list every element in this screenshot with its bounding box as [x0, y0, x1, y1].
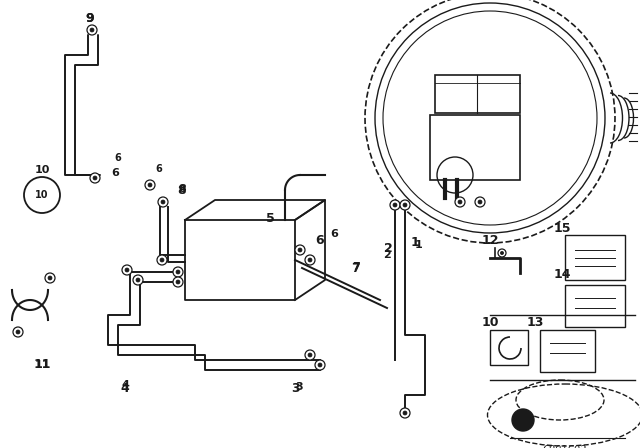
Text: 9: 9: [86, 12, 94, 25]
Text: 9: 9: [86, 12, 94, 25]
Circle shape: [295, 245, 305, 255]
Text: 12: 12: [481, 233, 499, 246]
Circle shape: [318, 363, 322, 367]
Circle shape: [16, 330, 20, 334]
Text: 13: 13: [526, 315, 544, 328]
Circle shape: [13, 327, 23, 337]
Circle shape: [122, 265, 132, 275]
FancyBboxPatch shape: [490, 330, 528, 365]
Circle shape: [403, 203, 407, 207]
Circle shape: [157, 255, 167, 265]
Text: 6: 6: [111, 168, 119, 178]
Circle shape: [161, 200, 165, 204]
Text: 6: 6: [330, 229, 338, 239]
Circle shape: [173, 277, 183, 287]
Circle shape: [305, 350, 315, 360]
Circle shape: [400, 200, 410, 210]
Text: 2: 2: [383, 250, 391, 260]
Text: 4: 4: [120, 382, 129, 395]
Text: 6: 6: [155, 164, 162, 174]
FancyBboxPatch shape: [565, 235, 625, 280]
Text: 10: 10: [35, 165, 50, 175]
Text: 6: 6: [115, 153, 122, 163]
Circle shape: [478, 200, 482, 204]
Circle shape: [136, 278, 140, 282]
Circle shape: [45, 273, 55, 283]
Circle shape: [458, 200, 462, 204]
Text: 11: 11: [33, 358, 51, 371]
Circle shape: [512, 409, 534, 431]
Text: 6: 6: [316, 233, 324, 246]
Text: 10: 10: [35, 190, 49, 200]
Text: 11: 11: [35, 360, 50, 370]
FancyBboxPatch shape: [565, 285, 625, 327]
FancyBboxPatch shape: [435, 75, 520, 113]
Text: 5: 5: [266, 211, 275, 224]
Text: 4: 4: [121, 380, 129, 390]
Circle shape: [48, 276, 52, 280]
Circle shape: [475, 197, 485, 207]
Circle shape: [158, 197, 168, 207]
Text: 1: 1: [415, 240, 423, 250]
Text: 7: 7: [352, 262, 360, 272]
Circle shape: [455, 197, 465, 207]
Circle shape: [308, 353, 312, 357]
Text: 8: 8: [178, 184, 186, 197]
Circle shape: [298, 248, 302, 252]
Circle shape: [500, 251, 504, 254]
Circle shape: [315, 360, 325, 370]
Text: 8: 8: [178, 184, 186, 194]
Circle shape: [393, 203, 397, 207]
Circle shape: [305, 255, 315, 265]
Circle shape: [400, 408, 410, 418]
Text: 10: 10: [481, 315, 499, 328]
Text: 2: 2: [383, 241, 392, 254]
Text: 1: 1: [411, 236, 419, 249]
Circle shape: [160, 258, 164, 262]
Circle shape: [308, 258, 312, 262]
Circle shape: [173, 267, 183, 277]
Text: 3: 3: [292, 382, 300, 395]
Circle shape: [90, 28, 94, 32]
Circle shape: [176, 280, 180, 284]
Circle shape: [498, 249, 506, 257]
Circle shape: [133, 275, 143, 285]
Circle shape: [90, 173, 100, 183]
Circle shape: [176, 270, 180, 274]
Circle shape: [390, 200, 400, 210]
Circle shape: [145, 180, 155, 190]
Circle shape: [148, 183, 152, 187]
Text: 15: 15: [553, 221, 571, 234]
Text: 3: 3: [295, 382, 303, 392]
FancyBboxPatch shape: [430, 115, 520, 180]
Text: 14: 14: [553, 268, 571, 281]
Text: 7: 7: [351, 262, 360, 275]
Text: C001602: C001602: [543, 445, 587, 448]
Circle shape: [87, 25, 97, 35]
FancyBboxPatch shape: [540, 330, 595, 372]
Circle shape: [403, 411, 407, 415]
Circle shape: [125, 268, 129, 272]
Circle shape: [93, 176, 97, 180]
